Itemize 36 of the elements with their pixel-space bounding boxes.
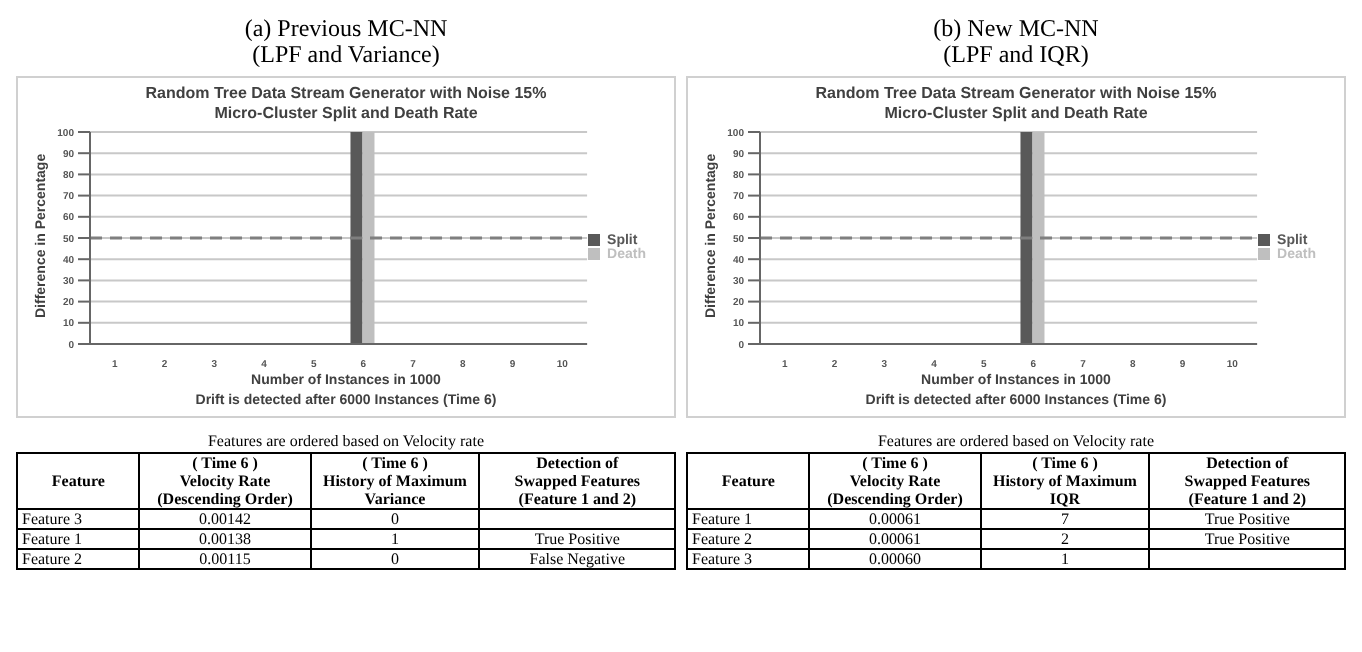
text: 0.00138 (139, 529, 311, 549)
text: Features are ordered based on Velocity rate (875, 430, 1156, 452)
text: False Negative (479, 549, 675, 569)
text: 1 (980, 549, 1150, 569)
chart-title: Random Tree Data Stream Generator with Noise 15% Micro-Cluster Split and Death Rate (813, 84, 1219, 124)
text: ( Time 6 ) History of Maximum Variance (310, 453, 480, 509)
text: True Positive (1149, 509, 1345, 529)
text: True Positive (1149, 529, 1345, 549)
chart-title: Random Tree Data Stream Generator with Noise 15% Micro-Cluster Split and Death Rate (143, 84, 549, 124)
chart-subtitle: (a) Previous MC-NN (LPF and Variance) (242, 14, 450, 72)
text: Feature 1 (687, 509, 810, 529)
text: Feature 2 (687, 529, 810, 549)
text: 0.00142 (139, 509, 311, 529)
text: Feature 2 (17, 549, 140, 569)
text: 1 (310, 529, 480, 549)
text: Detection of Swapped Features (Feature 1 and 2) (1149, 453, 1345, 509)
text: Feature (17, 453, 140, 509)
text: 0.00061 (809, 529, 981, 549)
text: ( Time 6 ) Velocity Rate (Descending Order) (139, 453, 311, 509)
chart-subtitle: (b) New MC-NN (LPF and IQR) (931, 14, 1101, 72)
text: Feature 3 (17, 509, 140, 529)
text: Feature (687, 453, 810, 509)
text: True Positive (479, 529, 675, 549)
text: ( Time 6 ) Velocity Rate (Descending Order) (809, 453, 981, 509)
text: 2 (980, 529, 1150, 549)
text: 0 (310, 549, 480, 569)
text: Feature 3 (687, 549, 810, 569)
text: Feature 1 (17, 529, 140, 549)
text: Features are ordered based on Velocity rate (205, 430, 486, 452)
text: 0.00061 (809, 509, 981, 529)
text: 7 (980, 509, 1150, 529)
text: 0.00115 (139, 549, 311, 569)
text: 0.00060 (809, 549, 981, 569)
text: 0 (310, 509, 480, 529)
text: Detection of Swapped Features (Feature 1 and 2) (479, 453, 675, 509)
text: ( Time 6 ) History of Maximum IQR (980, 453, 1150, 509)
